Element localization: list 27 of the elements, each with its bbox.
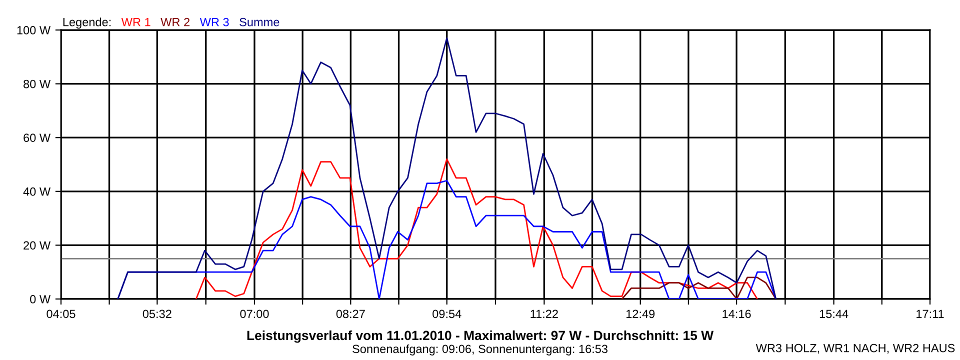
x-tick-label: 14:16 [722,310,751,318]
y-tick-label: 100 W [17,26,51,34]
text: WR 3 [200,18,229,26]
text: Leistungsverlauf vom 11.01.2010 - Maximalwert: 97 W - Durchschnitt: 15 W [247,330,714,343]
x-tick-label: 07:00 [240,310,269,318]
x-tick-label: 11:22 [530,310,558,318]
x-tick-label: 09:54 [432,310,462,318]
text: WR 1 [121,18,150,26]
x-tick-label: 05:32 [142,310,172,318]
y-tick-label: 40 W [23,187,51,196]
y-tick-label: 0 W [30,295,51,304]
text: WR 2 [160,18,190,26]
y-tick-label: 60 W [24,134,51,142]
y-tick-label: 80 W [24,80,51,88]
legend-title: Legende: [63,18,111,29]
x-tick-label: 04:05 [46,310,76,318]
line-series [117,37,777,299]
text: Sonnenaufgang: 09:06, Sonnenuntergang: 16:53 [352,344,608,356]
x-tick-label: 08:27 [336,310,365,318]
x-tick-label: 17:11 [916,310,944,318]
line-series [195,158,758,299]
x-tick-label: 12:49 [626,310,655,318]
text: WR3 HOLZ, WR1 NACH, WR2 HAUS [756,344,955,354]
y-tick-label: 20 W [24,241,51,250]
line-series [621,276,777,299]
x-tick-label: 15:44 [820,310,848,318]
text: Summe [240,18,280,26]
